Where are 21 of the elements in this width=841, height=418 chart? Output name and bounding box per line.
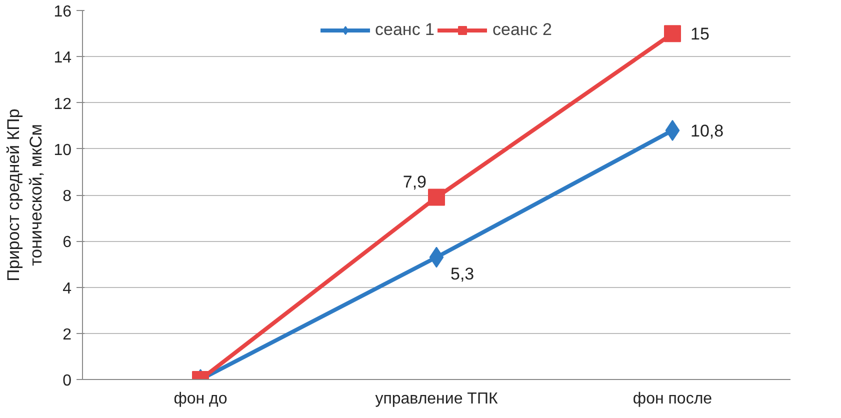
y-tick-label: 4 (62, 280, 72, 298)
legend-label: сеанс 2 (492, 20, 552, 40)
data-label: 5,3 (450, 264, 474, 284)
data-label: 15 (690, 24, 710, 44)
y-tick-label: 6 (62, 234, 72, 252)
point (428, 188, 445, 206)
y-tick-label: 12 (54, 96, 72, 113)
legend-label: сеанс 1 (375, 20, 434, 40)
y-tick-label: 8 (62, 188, 72, 205)
data-label: 7,9 (402, 172, 427, 192)
y-tick-label: 16 (54, 4, 72, 20)
y-axis-title: Прирост средней КПр тонической, мкСм (4, 108, 46, 282)
x-tick-label: фон после (632, 390, 712, 408)
point (664, 25, 681, 42)
data-label: 10,8 (690, 121, 724, 140)
x-tick-label: фон до (174, 390, 228, 408)
y-tick-label: 14 (54, 50, 72, 67)
y-tick-label: 2 (62, 326, 72, 344)
y-tick-label: 10 (54, 142, 72, 159)
x-tick-label: управление ТПК (375, 390, 498, 408)
y-tick-label: 0 (62, 372, 72, 390)
